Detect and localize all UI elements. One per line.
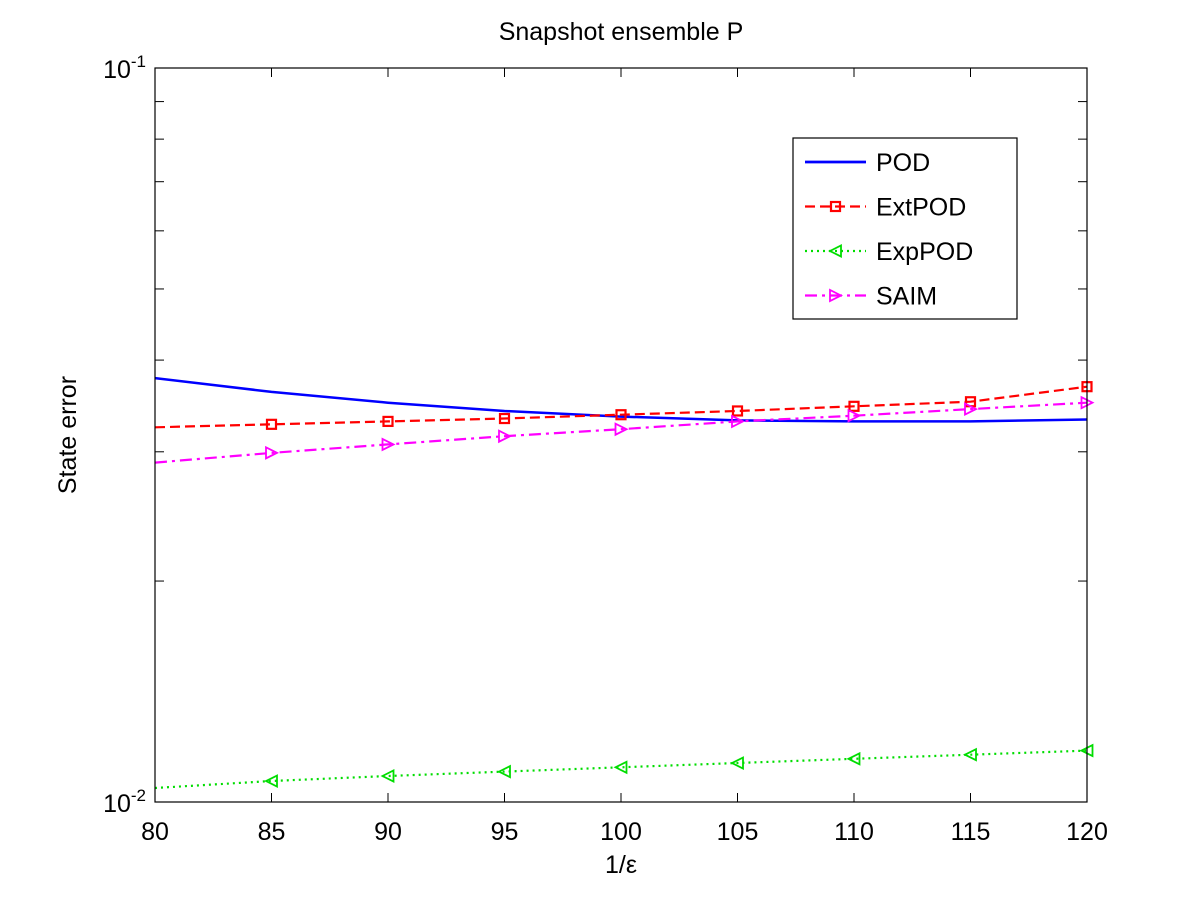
legend-box bbox=[792, 137, 1018, 320]
legend-saim-label: SAIM bbox=[876, 283, 937, 311]
y-tick-label-exponent: -2 bbox=[131, 786, 146, 805]
series-exppod-marker bbox=[263, 774, 278, 788]
y-tick-label-base: 10 bbox=[103, 56, 131, 84]
series-pod-line bbox=[154, 376, 1088, 423]
legend-saim-entry: SAIM bbox=[805, 283, 937, 311]
series-extpod-marker bbox=[498, 412, 511, 425]
series-extpod-marker bbox=[848, 400, 860, 412]
series-group bbox=[154, 376, 1095, 790]
legend: POD ExtPOD ExpPOD SAIM bbox=[792, 137, 1018, 320]
series-pod bbox=[154, 376, 1088, 423]
legend-exppod-entry: ExpPOD bbox=[805, 238, 973, 266]
legend-pod-label: POD bbox=[876, 149, 930, 177]
series-extpod-marker bbox=[731, 405, 744, 417]
legend-extpod-entry: ExtPOD bbox=[805, 194, 966, 222]
legend-extpod-label: ExtPOD bbox=[876, 194, 966, 222]
y-axis-label: State error bbox=[54, 376, 82, 494]
x-tick-label: 95 bbox=[491, 818, 519, 846]
series-extpod-marker bbox=[265, 418, 278, 430]
series-extpod-marker bbox=[615, 409, 627, 421]
legend-exppod-marker bbox=[827, 244, 842, 258]
x-tick-label: 120 bbox=[1066, 818, 1108, 846]
x-tick-label: 90 bbox=[374, 818, 402, 846]
x-axis-label: 1/ε bbox=[605, 851, 637, 879]
y-tick-label: 10-1 bbox=[103, 52, 146, 84]
legend-pod-entry: POD bbox=[805, 149, 930, 177]
x-tick-label: 110 bbox=[834, 818, 874, 846]
y-tick-label: 10-2 bbox=[103, 786, 146, 818]
chart-title: Snapshot ensemble P bbox=[499, 18, 744, 46]
x-tick-label: 85 bbox=[258, 818, 286, 846]
series-saim-marker bbox=[847, 408, 862, 423]
series-saim-marker bbox=[498, 429, 513, 444]
series-exppod-marker bbox=[613, 760, 628, 775]
series-saim-marker bbox=[381, 437, 396, 452]
x-tick-label: 100 bbox=[600, 818, 642, 846]
series-extpod-marker bbox=[382, 415, 394, 428]
series-saim-line bbox=[154, 401, 1088, 464]
y-tick-label-exponent: -1 bbox=[131, 52, 146, 71]
x-tick-label: 105 bbox=[717, 818, 759, 846]
series-exppod-marker bbox=[380, 769, 395, 783]
series-saim bbox=[154, 395, 1095, 464]
series-saim-marker bbox=[731, 414, 746, 429]
x-tick-label: 115 bbox=[951, 818, 991, 846]
series-exppod-marker bbox=[496, 764, 511, 779]
series-exppod-marker bbox=[962, 747, 977, 762]
x-tick-label: 80 bbox=[141, 818, 169, 846]
series-saim-marker bbox=[265, 445, 280, 460]
legend-saim-marker bbox=[829, 288, 844, 303]
series-exppod-marker bbox=[846, 751, 861, 766]
series-extpod bbox=[154, 381, 1093, 430]
series-saim-marker bbox=[614, 422, 629, 437]
series-exppod-marker bbox=[729, 756, 744, 770]
legend-exppod-label: ExpPOD bbox=[876, 238, 973, 266]
y-tick-label-base: 10 bbox=[103, 790, 131, 818]
series-saim-marker bbox=[964, 402, 979, 417]
plot-frame bbox=[154, 67, 1088, 803]
series-extpod-line bbox=[154, 385, 1088, 429]
legend-extpod-marker bbox=[829, 200, 842, 213]
